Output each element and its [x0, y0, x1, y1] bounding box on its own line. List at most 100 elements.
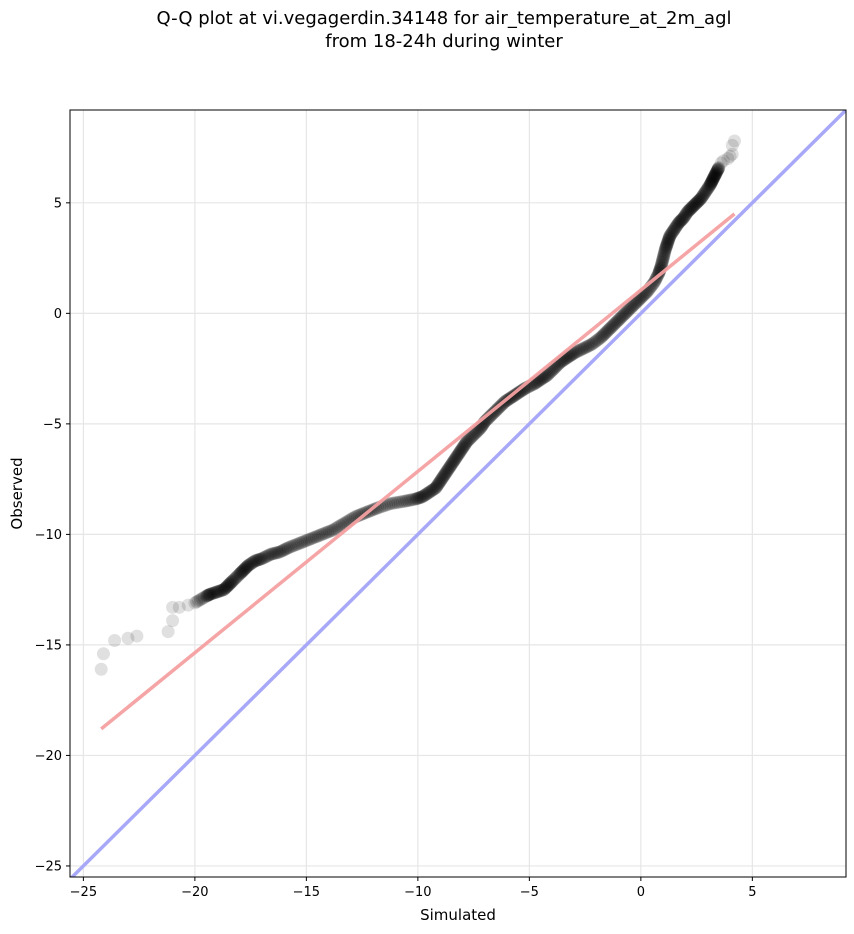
data-point [704, 175, 718, 189]
data-point [574, 342, 588, 356]
data-point [306, 531, 320, 545]
data-point [464, 430, 478, 444]
data-point [261, 549, 275, 563]
data-point [673, 215, 687, 229]
data-point [401, 493, 415, 507]
data-point [463, 431, 477, 445]
data-point [332, 520, 346, 534]
data-point [684, 201, 698, 215]
data-point [710, 164, 724, 178]
data-point [716, 154, 730, 168]
data-point [707, 169, 721, 183]
y-tick-label: −15 [35, 638, 62, 653]
data-point [432, 475, 446, 489]
plot-frame [69, 109, 847, 878]
data-point [244, 557, 258, 571]
data-point [536, 371, 550, 385]
data-point [604, 321, 618, 335]
data-point [670, 219, 684, 233]
data-point [681, 205, 695, 219]
y-tick-label: −5 [43, 417, 62, 432]
data-point [661, 236, 675, 250]
data-point [667, 222, 681, 236]
x-tick-label: −5 [520, 885, 539, 900]
data-point [232, 567, 246, 581]
data-point [450, 449, 464, 463]
data-point [230, 569, 244, 583]
data-point [686, 200, 700, 214]
data-point [609, 315, 623, 329]
data-point [235, 564, 249, 578]
data-point [424, 484, 438, 498]
data-point [661, 233, 675, 247]
data-point [452, 447, 466, 461]
data-point [623, 302, 637, 316]
data-point [693, 193, 707, 207]
data-point [689, 197, 703, 211]
data-point [264, 547, 278, 561]
data-point [282, 541, 296, 555]
data-point [469, 426, 483, 440]
data-point [457, 439, 471, 453]
data-point [622, 303, 636, 317]
data-point [728, 134, 742, 148]
data-point [628, 296, 642, 310]
data-point [206, 586, 220, 600]
data-point [451, 448, 465, 462]
data-point [391, 495, 405, 509]
data-point [542, 366, 556, 380]
data-point [410, 492, 424, 506]
data-point [207, 586, 221, 600]
data-point [625, 300, 639, 314]
data-point [678, 209, 692, 223]
data-point [214, 584, 228, 598]
data-point [231, 568, 245, 582]
data-point [701, 180, 715, 194]
data-point [657, 247, 671, 261]
data-point [425, 483, 439, 497]
data-point [705, 174, 719, 188]
data-point [468, 427, 482, 441]
data-point [229, 570, 243, 584]
data-point [455, 441, 469, 455]
data-point [681, 204, 695, 218]
data-point [447, 454, 461, 468]
data-point [687, 199, 701, 213]
data-point [240, 560, 254, 574]
data-point [484, 408, 498, 422]
x-tick-label: −10 [404, 885, 431, 900]
data-point [419, 488, 433, 502]
data-point [586, 336, 600, 350]
data-point [696, 189, 710, 203]
data-point [545, 364, 559, 378]
data-point [421, 486, 435, 500]
data-point [670, 218, 684, 232]
data-point [409, 492, 423, 506]
data-point [221, 579, 235, 593]
data-point [434, 473, 448, 487]
data-point [216, 583, 230, 597]
data-point [660, 238, 674, 252]
chart-title: Q-Q plot at vi.vegagerdin.34148 for air_… [156, 8, 732, 29]
data-point [659, 239, 673, 253]
x-tick-label: −20 [181, 885, 208, 900]
data-point [580, 340, 594, 354]
data-point [259, 549, 273, 563]
data-point [694, 191, 708, 205]
data-point [399, 494, 413, 508]
data-point [94, 662, 108, 676]
data-point [535, 372, 549, 386]
data-point [254, 552, 268, 566]
data-point [227, 573, 241, 587]
data-point [594, 331, 608, 345]
data-point [595, 330, 609, 344]
data-point [659, 240, 673, 254]
data-point [279, 542, 293, 556]
data-point [462, 432, 476, 446]
data-point [565, 348, 579, 362]
data-point [453, 445, 467, 459]
data-point [725, 138, 739, 152]
data-point [615, 310, 629, 324]
data-point [245, 556, 259, 570]
data-point [656, 253, 670, 267]
